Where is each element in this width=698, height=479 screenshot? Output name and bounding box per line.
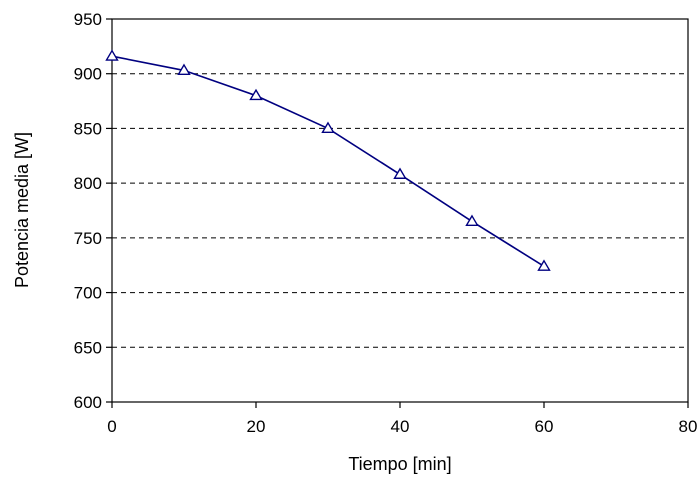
y-tick-label: 600 bbox=[74, 393, 102, 412]
y-tick-label: 700 bbox=[74, 284, 102, 303]
data-point-marker bbox=[537, 259, 551, 271]
series-line bbox=[111, 55, 545, 267]
y-tick-label: 850 bbox=[74, 119, 102, 138]
data-point-marker bbox=[393, 167, 407, 179]
x-tick-label: 80 bbox=[679, 417, 698, 436]
y-tick-label: 750 bbox=[74, 229, 102, 248]
x-tick-label: 40 bbox=[391, 417, 410, 436]
x-tick-label: 20 bbox=[247, 417, 266, 436]
x-axis-title: Tiempo [min] bbox=[348, 454, 451, 474]
y-tick-label: 950 bbox=[74, 10, 102, 29]
axis-ticks: 600 650 700 750 800 850 900 950 0 20 40 60 80 bbox=[74, 10, 698, 436]
x-tick-label: 0 bbox=[107, 417, 116, 436]
data-point-marker bbox=[321, 121, 335, 133]
y-tick-label: 800 bbox=[74, 174, 102, 193]
y-axis-title: Potencia media [W] bbox=[12, 132, 32, 288]
data-point-marker bbox=[465, 214, 479, 226]
data-point-marker bbox=[249, 88, 263, 101]
y-tick-label: 900 bbox=[74, 65, 102, 84]
y-tick-label: 650 bbox=[74, 338, 102, 357]
series-group bbox=[105, 49, 551, 271]
x-tick-label: 60 bbox=[535, 417, 554, 436]
data-point-marker bbox=[177, 63, 191, 75]
gridlines bbox=[112, 73, 688, 348]
data-point-marker bbox=[105, 49, 119, 61]
plot-frame bbox=[111, 18, 689, 403]
